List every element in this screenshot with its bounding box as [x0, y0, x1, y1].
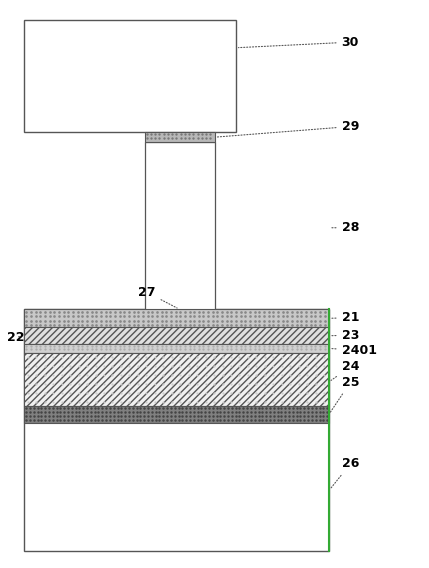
Text: 30: 30: [239, 36, 359, 49]
Bar: [24, 344, 329, 353]
Bar: [24, 310, 329, 327]
Bar: [24, 353, 329, 406]
Bar: [145, 142, 214, 312]
Text: 24: 24: [331, 360, 359, 381]
Text: 25: 25: [330, 376, 359, 412]
Text: 21: 21: [332, 311, 359, 324]
Text: 29: 29: [217, 120, 359, 137]
Bar: [24, 406, 329, 423]
Bar: [24, 327, 329, 344]
Text: 28: 28: [332, 222, 359, 234]
Text: 22: 22: [7, 331, 24, 344]
Bar: [24, 20, 236, 132]
Bar: [24, 310, 329, 551]
Bar: [145, 132, 214, 142]
Text: 23: 23: [332, 329, 359, 342]
Text: 27: 27: [138, 286, 177, 308]
Text: 26: 26: [331, 457, 359, 488]
Text: 2401: 2401: [332, 344, 377, 357]
